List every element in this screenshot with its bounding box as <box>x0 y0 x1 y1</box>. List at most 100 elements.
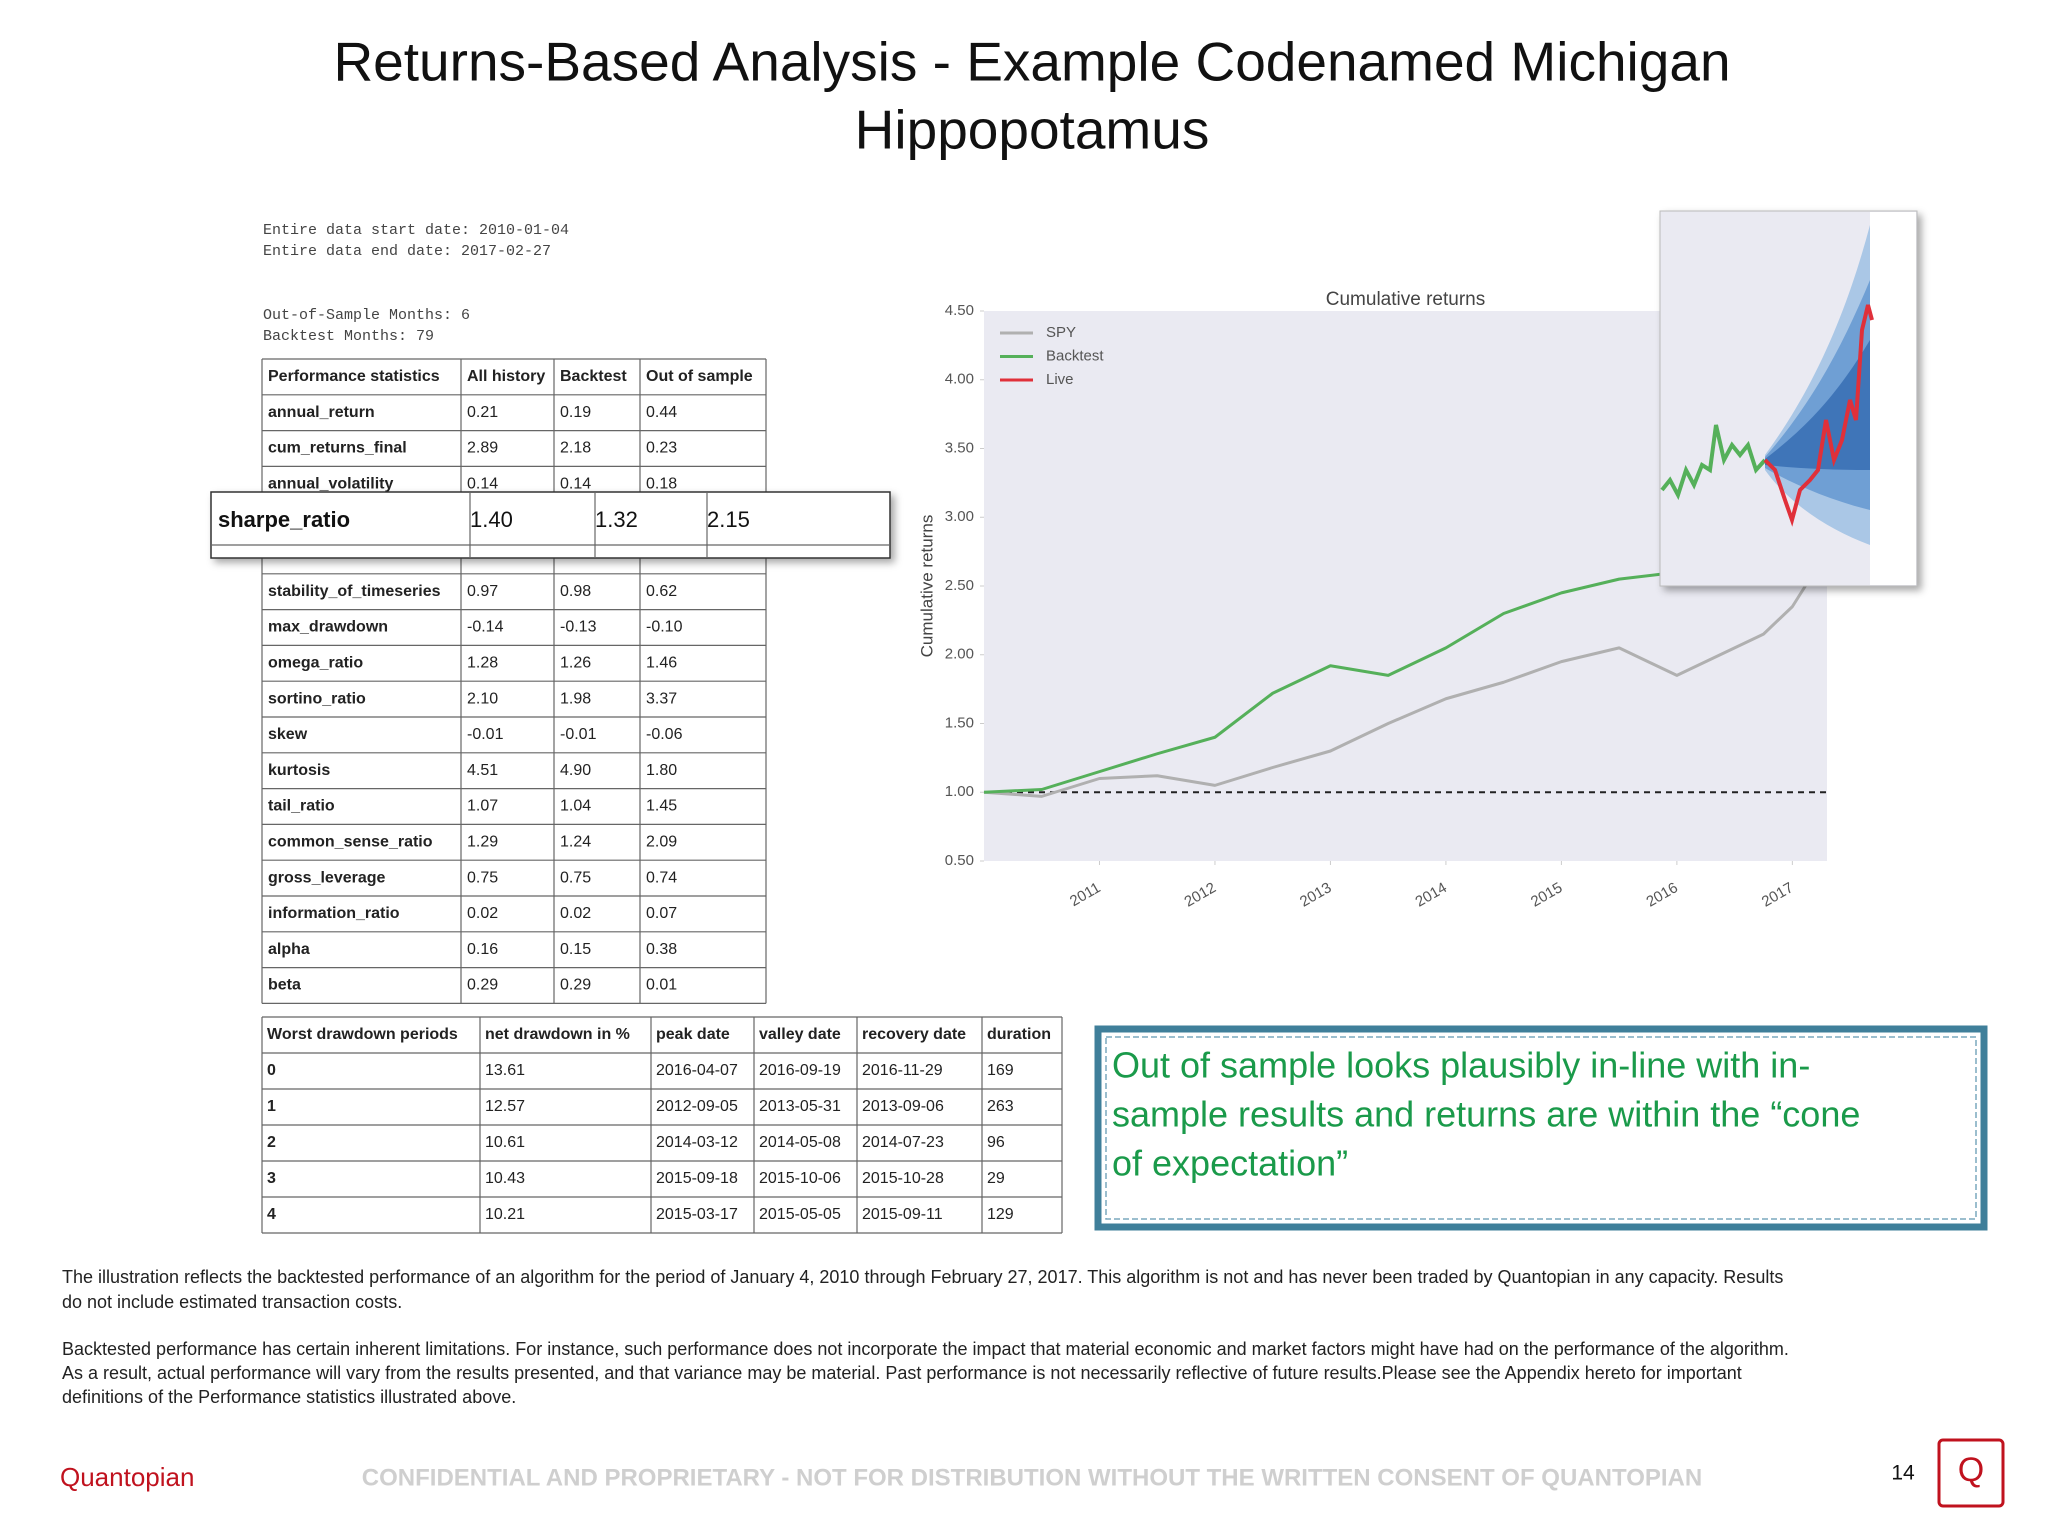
table-cell: 10.43 <box>485 1170 525 1187</box>
legend-label: Live <box>1046 371 1074 388</box>
note-line: definitions of the Performance statistic… <box>62 1387 516 1407</box>
table-cell: 2015-03-17 <box>656 1206 738 1223</box>
table-cell: 0.29 <box>467 977 498 994</box>
note-line: The illustration reflects the backtested… <box>62 1267 1783 1287</box>
callout-line: Out of sample looks plausibly in-line wi… <box>1112 1045 1810 1086</box>
title-line: Hippopotamus <box>855 99 1210 161</box>
highlight-row: sharpe_ratio 1.40 1.32 2.15 <box>210 491 891 559</box>
column-header: Out of sample <box>646 368 753 385</box>
title-line: Returns-Based Analysis - Example Codenam… <box>333 31 1730 93</box>
column-header: valley date <box>759 1026 841 1043</box>
chart-title: Cumulative returns <box>1326 289 1485 310</box>
highlight-box <box>210 491 891 559</box>
table-cell: 4.90 <box>560 762 591 779</box>
column-header: recovery date <box>862 1026 966 1043</box>
table-cell: 0.14 <box>467 476 498 493</box>
legend-label: SPY <box>1046 324 1076 341</box>
table-cell: 0.62 <box>646 583 677 600</box>
table-cell: 129 <box>987 1206 1014 1223</box>
table-cell: 10.21 <box>485 1206 525 1223</box>
table-cell: 2013-05-31 <box>759 1098 841 1115</box>
table-cell: tail_ratio <box>268 798 335 815</box>
x-tick-label: 2016 <box>1643 879 1680 910</box>
table-cell: 0.75 <box>560 869 591 886</box>
table-cell: sortino_ratio <box>268 690 366 707</box>
table-cell: 2016-04-07 <box>656 1062 738 1079</box>
note-line: do not include estimated transaction cos… <box>62 1292 402 1312</box>
y-tick-label: 1.00 <box>945 783 974 800</box>
y-tick-label: 3.00 <box>945 508 974 525</box>
table-cell: 1.29 <box>467 834 498 851</box>
table-cell: alpha <box>268 941 310 958</box>
table-cell: beta <box>268 977 301 994</box>
x-tick-label: 2015 <box>1528 879 1565 910</box>
table-cell: 2014-03-12 <box>656 1134 738 1151</box>
table-cell: 3 <box>267 1170 276 1187</box>
inset-backtest <box>1660 424 1767 501</box>
inset-live <box>1763 304 1874 527</box>
table-cell: -0.01 <box>467 726 504 743</box>
tables: Performance statistics All history Backtes… <box>261 358 1063 1234</box>
y-tick-label: 2.50 <box>945 577 974 594</box>
table-cell: 0.19 <box>560 404 591 421</box>
table-cell: 0.14 <box>560 476 591 493</box>
table-cell: -0.10 <box>646 619 683 636</box>
table-cell: 2.09 <box>646 834 677 851</box>
table-cell: common_sense_ratio <box>268 834 433 851</box>
table-cell: 1.26 <box>560 655 591 672</box>
table-cell: 0.75 <box>467 869 498 886</box>
table-cell: annual_volatility <box>268 476 393 493</box>
table-cell: 2.89 <box>467 440 498 457</box>
table-cell: 2015-09-11 <box>862 1206 943 1223</box>
table-cell: 1.04 <box>560 798 591 815</box>
table-cell: kurtosis <box>268 762 330 779</box>
table-cell: information_ratio <box>268 905 400 922</box>
table-cell: 0.74 <box>646 869 677 886</box>
x-tick-label: 2011 <box>1067 879 1103 910</box>
note-line: Backtested performance has certain inher… <box>62 1339 1789 1359</box>
table-cell: 1.28 <box>467 655 498 672</box>
table-cell: 1.80 <box>646 762 677 779</box>
x-tick-label: 2012 <box>1182 879 1219 910</box>
series-line <box>983 557 1735 794</box>
table-cell: 10.61 <box>485 1134 525 1151</box>
table-cell: omega_ratio <box>268 655 363 672</box>
table-cell: 1.98 <box>560 690 591 707</box>
brand: Quantopian <box>60 1462 194 1492</box>
table-cell: 0.23 <box>646 440 677 457</box>
y-tick-label: 3.50 <box>945 439 974 456</box>
table-cell: 1.45 <box>646 798 677 815</box>
x-tick-label: 2017 <box>1759 879 1796 910</box>
table-cell: 2014-05-08 <box>759 1134 841 1151</box>
table-cell: 1 <box>267 1098 276 1115</box>
table-cell: max_drawdown <box>268 619 388 636</box>
inset-strip <box>1870 212 1916 585</box>
callout-inner <box>1105 1036 1977 1220</box>
table-cell: 2015-05-05 <box>759 1206 841 1223</box>
callout-box <box>1094 1025 1988 1231</box>
callout: Out of sample looks plausibly in-line wi… <box>1094 1025 1988 1231</box>
table-cell: 2012-09-05 <box>656 1098 738 1115</box>
y-tick-label: 1.50 <box>945 714 974 731</box>
table-cell: 0.38 <box>646 941 677 958</box>
callout-line: of expectation” <box>1112 1143 1348 1184</box>
highlight-cell: 1.40 <box>470 507 513 532</box>
table-cell: 29 <box>987 1170 1005 1187</box>
table-cell: 0.16 <box>467 941 498 958</box>
table-cell: 0.02 <box>467 905 498 922</box>
table-cell: -0.14 <box>467 619 504 636</box>
table-cell: 0.98 <box>560 583 591 600</box>
column-header: Worst drawdown periods <box>267 1026 458 1043</box>
series-line <box>983 578 1811 798</box>
inset <box>1659 210 1918 587</box>
column-header: Performance statistics <box>268 368 440 385</box>
table-cell: -0.01 <box>560 726 597 743</box>
highlight-cell: sharpe_ratio <box>218 507 350 532</box>
x-tick-label: 2013 <box>1297 879 1334 910</box>
highlight-cell: 1.32 <box>595 507 638 532</box>
table-cell: 4.51 <box>467 762 498 779</box>
logo: Q <box>1958 1451 1984 1489</box>
info-line: Entire data end date: 2017-02-27 <box>263 243 551 260</box>
table-cell: 1.46 <box>646 655 677 672</box>
